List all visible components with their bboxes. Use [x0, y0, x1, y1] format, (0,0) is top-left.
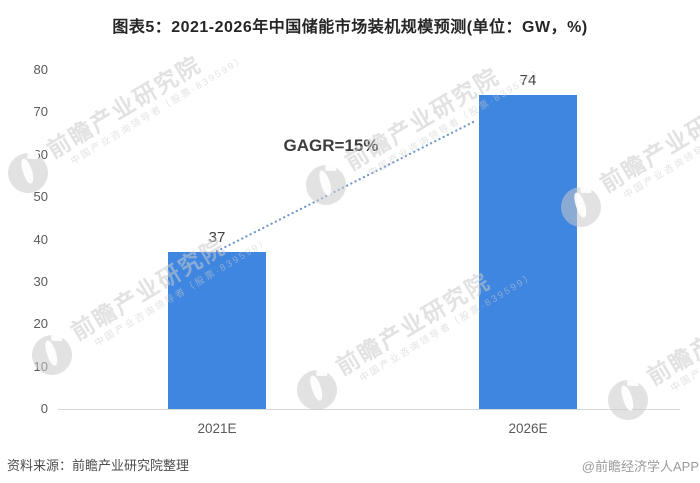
y-tick-label: 80 — [33, 62, 48, 77]
watermark: 前瞻产业研究院 中国产业咨询领导者（股票·839599） — [600, 256, 700, 428]
watermark-text: 前瞻产业研究院 — [595, 84, 700, 197]
watermark-text: 前瞻产业研究院 — [642, 277, 700, 390]
bar-value-label: 74 — [519, 72, 537, 90]
bar-2026E — [479, 95, 577, 409]
y-tick-label: 50 — [33, 189, 48, 205]
watermark-text-block: 前瞻产业研究院 中国产业咨询领导者（股票·839599） — [595, 65, 700, 208]
cagr-annotation: GAGR=15% — [283, 136, 379, 155]
watermark-subtext: 中国产业咨询领导者（股票·839599） — [68, 53, 248, 167]
watermark-subtext: 中国产业咨询领导者（股票·839599） — [621, 87, 700, 201]
qianzhan-logo-icon — [600, 372, 656, 428]
source-note: 资料来源：前瞻产业研究院整理 — [7, 458, 190, 473]
bar-value-label: 37 — [208, 229, 226, 247]
x-category-label: 2021E — [197, 421, 237, 436]
y-tick-label: 20 — [33, 316, 48, 332]
bar-2021E — [168, 252, 266, 409]
x-category-label: 2026E — [508, 421, 548, 436]
y-tick-label: 60 — [33, 146, 48, 162]
y-tick-label: 10 — [33, 358, 48, 374]
chart-title: 图表5：2021-2026年中国储能市场装机规模预测(单位：GW，%) — [112, 19, 588, 36]
qianzhan-logo-icon — [298, 157, 354, 213]
watermark-text-block: 前瞻产业研究院 中国产业咨询领导者（股票·839599） — [42, 31, 248, 174]
y-tick-label: 40 — [33, 231, 48, 247]
y-tick-label: 70 — [33, 104, 48, 120]
watermark-text: 前瞻产业研究院 — [42, 50, 206, 163]
x-axis-line — [58, 409, 680, 410]
watermark-text-block: 前瞻产业研究院 中国产业咨询领导者（股票·839599） — [642, 258, 700, 401]
y-tick-label: 30 — [33, 273, 48, 289]
y-tick-label: 0 — [40, 401, 48, 416]
watermark-subtext: 中国产业咨询领导者（股票·839599） — [668, 280, 700, 394]
credit-note: @前瞻经济学人APP — [581, 459, 699, 474]
